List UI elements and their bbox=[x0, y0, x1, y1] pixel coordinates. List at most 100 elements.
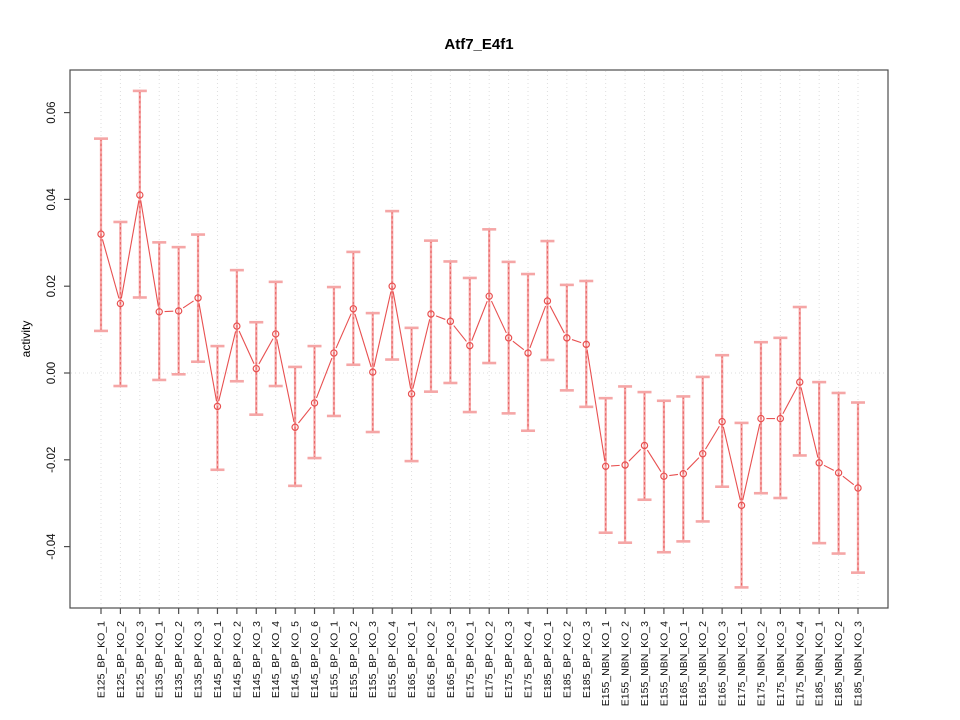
x-tick-label: E185_NBN_KO_1 bbox=[814, 621, 826, 706]
x-tick-label: E165_NBN_KO_1 bbox=[678, 621, 690, 706]
series-segment bbox=[453, 325, 467, 342]
x-tick-label: E175_NBN_KO_4 bbox=[794, 621, 806, 706]
data-point bbox=[136, 191, 144, 199]
series-segment bbox=[669, 473, 679, 477]
x-tick-label: E185_BP_KO_1 bbox=[542, 621, 554, 698]
series-segment bbox=[722, 426, 741, 501]
y-tick-label: 0.04 bbox=[46, 188, 58, 211]
x-tick-label: E155_NBN_KO_4 bbox=[658, 621, 670, 706]
series-segment bbox=[586, 349, 606, 462]
data-point bbox=[330, 349, 338, 357]
x-tick-label: E165_BP_KO_3 bbox=[445, 621, 457, 698]
x-tick-label: E155_NBN_KO_1 bbox=[600, 621, 612, 706]
x-tick-label: E175_NBN_KO_1 bbox=[736, 621, 748, 706]
x-tick-label: E135_BP_KO_3 bbox=[193, 621, 205, 698]
series-segment bbox=[276, 339, 295, 423]
series-segment bbox=[315, 357, 333, 399]
series-segment bbox=[628, 448, 642, 462]
x-tick-label: E185_NBN_KO_3 bbox=[853, 621, 865, 706]
data-point bbox=[757, 414, 765, 423]
x-tick-label: E155_NBN_KO_3 bbox=[639, 621, 651, 706]
data-point bbox=[427, 310, 435, 318]
x-tick-label: E175_BP_KO_1 bbox=[464, 621, 476, 698]
y-tick-label: 0.00 bbox=[46, 362, 58, 384]
series-segment bbox=[571, 339, 582, 344]
data-point bbox=[174, 307, 183, 315]
x-tick-label: E125_BP_KO_2 bbox=[115, 621, 127, 698]
series-segment bbox=[392, 291, 412, 389]
data-point bbox=[310, 399, 319, 407]
y-tick-label: 0.02 bbox=[46, 275, 58, 297]
x-tick-label: E175_BP_KO_4 bbox=[523, 621, 535, 698]
chart-title: Atf7_E4f1 bbox=[444, 36, 514, 53]
data-point bbox=[194, 294, 202, 302]
data-point bbox=[349, 305, 358, 313]
series-segment bbox=[435, 315, 446, 320]
x-tick-label: E125_BP_KO_3 bbox=[134, 621, 146, 698]
series-segment bbox=[140, 200, 159, 307]
x-tick-label: E155_NBN_KO_2 bbox=[620, 621, 632, 706]
data-point bbox=[737, 501, 746, 510]
data-point bbox=[388, 282, 396, 290]
data-point bbox=[601, 462, 610, 471]
x-tick-label: E145_BP_KO_4 bbox=[270, 621, 282, 698]
data-point bbox=[213, 402, 222, 411]
data-point bbox=[776, 414, 785, 423]
series-segment bbox=[258, 338, 274, 365]
series-segment bbox=[782, 386, 798, 415]
data-point bbox=[485, 292, 493, 300]
x-tick-label: E155_BP_KO_2 bbox=[348, 621, 360, 698]
series-segment bbox=[742, 423, 761, 501]
series-segment bbox=[373, 291, 392, 367]
series-segment bbox=[611, 464, 620, 467]
data-point bbox=[563, 334, 571, 342]
x-tick-label: E175_BP_KO_2 bbox=[484, 621, 496, 698]
data-point bbox=[660, 472, 668, 480]
data-point bbox=[640, 441, 649, 450]
series-segment bbox=[490, 300, 507, 334]
x-tick-label: E165_BP_KO_1 bbox=[406, 621, 418, 698]
series-segment bbox=[335, 313, 352, 349]
data-point bbox=[155, 308, 163, 316]
data-point bbox=[815, 459, 823, 467]
x-tick-label: E185_BP_KO_3 bbox=[581, 621, 593, 698]
y-tick-label: 0.06 bbox=[46, 101, 58, 123]
data-point bbox=[621, 461, 629, 469]
series-segment bbox=[471, 301, 488, 341]
data-point bbox=[524, 349, 532, 357]
series-segment bbox=[686, 457, 700, 471]
series-segment bbox=[823, 464, 835, 471]
data-point bbox=[854, 484, 862, 492]
series-segment bbox=[120, 200, 140, 299]
x-tick-label: E185_BP_KO_2 bbox=[561, 621, 573, 698]
data-point bbox=[271, 330, 280, 338]
series-segment bbox=[705, 425, 720, 450]
plot-border bbox=[69, 69, 889, 609]
x-tick-label: E135_BP_KO_2 bbox=[173, 621, 185, 698]
data-point bbox=[679, 469, 688, 478]
series-segment bbox=[549, 305, 565, 334]
data-point bbox=[543, 297, 552, 305]
series-segment bbox=[182, 300, 194, 309]
x-tick-label: E175_NBN_KO_2 bbox=[755, 621, 767, 706]
series-segment bbox=[238, 330, 255, 364]
x-tick-label: E145_BP_KO_6 bbox=[309, 621, 321, 698]
x-tick-label: E145_BP_KO_3 bbox=[251, 621, 263, 698]
y-tick-label: -0.02 bbox=[46, 447, 58, 473]
series-segment bbox=[198, 303, 218, 402]
series-segment bbox=[800, 387, 819, 458]
series-segment bbox=[842, 475, 855, 486]
x-tick-label: E155_BP_KO_4 bbox=[387, 621, 399, 698]
data-point bbox=[369, 368, 377, 376]
x-tick-label: E165_BP_KO_2 bbox=[425, 621, 437, 698]
series-segment bbox=[529, 305, 547, 349]
data-point bbox=[466, 341, 474, 350]
series-segment bbox=[646, 449, 662, 473]
x-tick-label: E155_BP_KO_3 bbox=[367, 621, 379, 698]
x-tick-label: E165_NBN_KO_2 bbox=[697, 621, 709, 706]
data-point bbox=[116, 299, 125, 308]
y-tick-label: -0.04 bbox=[46, 533, 58, 560]
data-point bbox=[718, 417, 726, 426]
data-point bbox=[233, 322, 241, 330]
